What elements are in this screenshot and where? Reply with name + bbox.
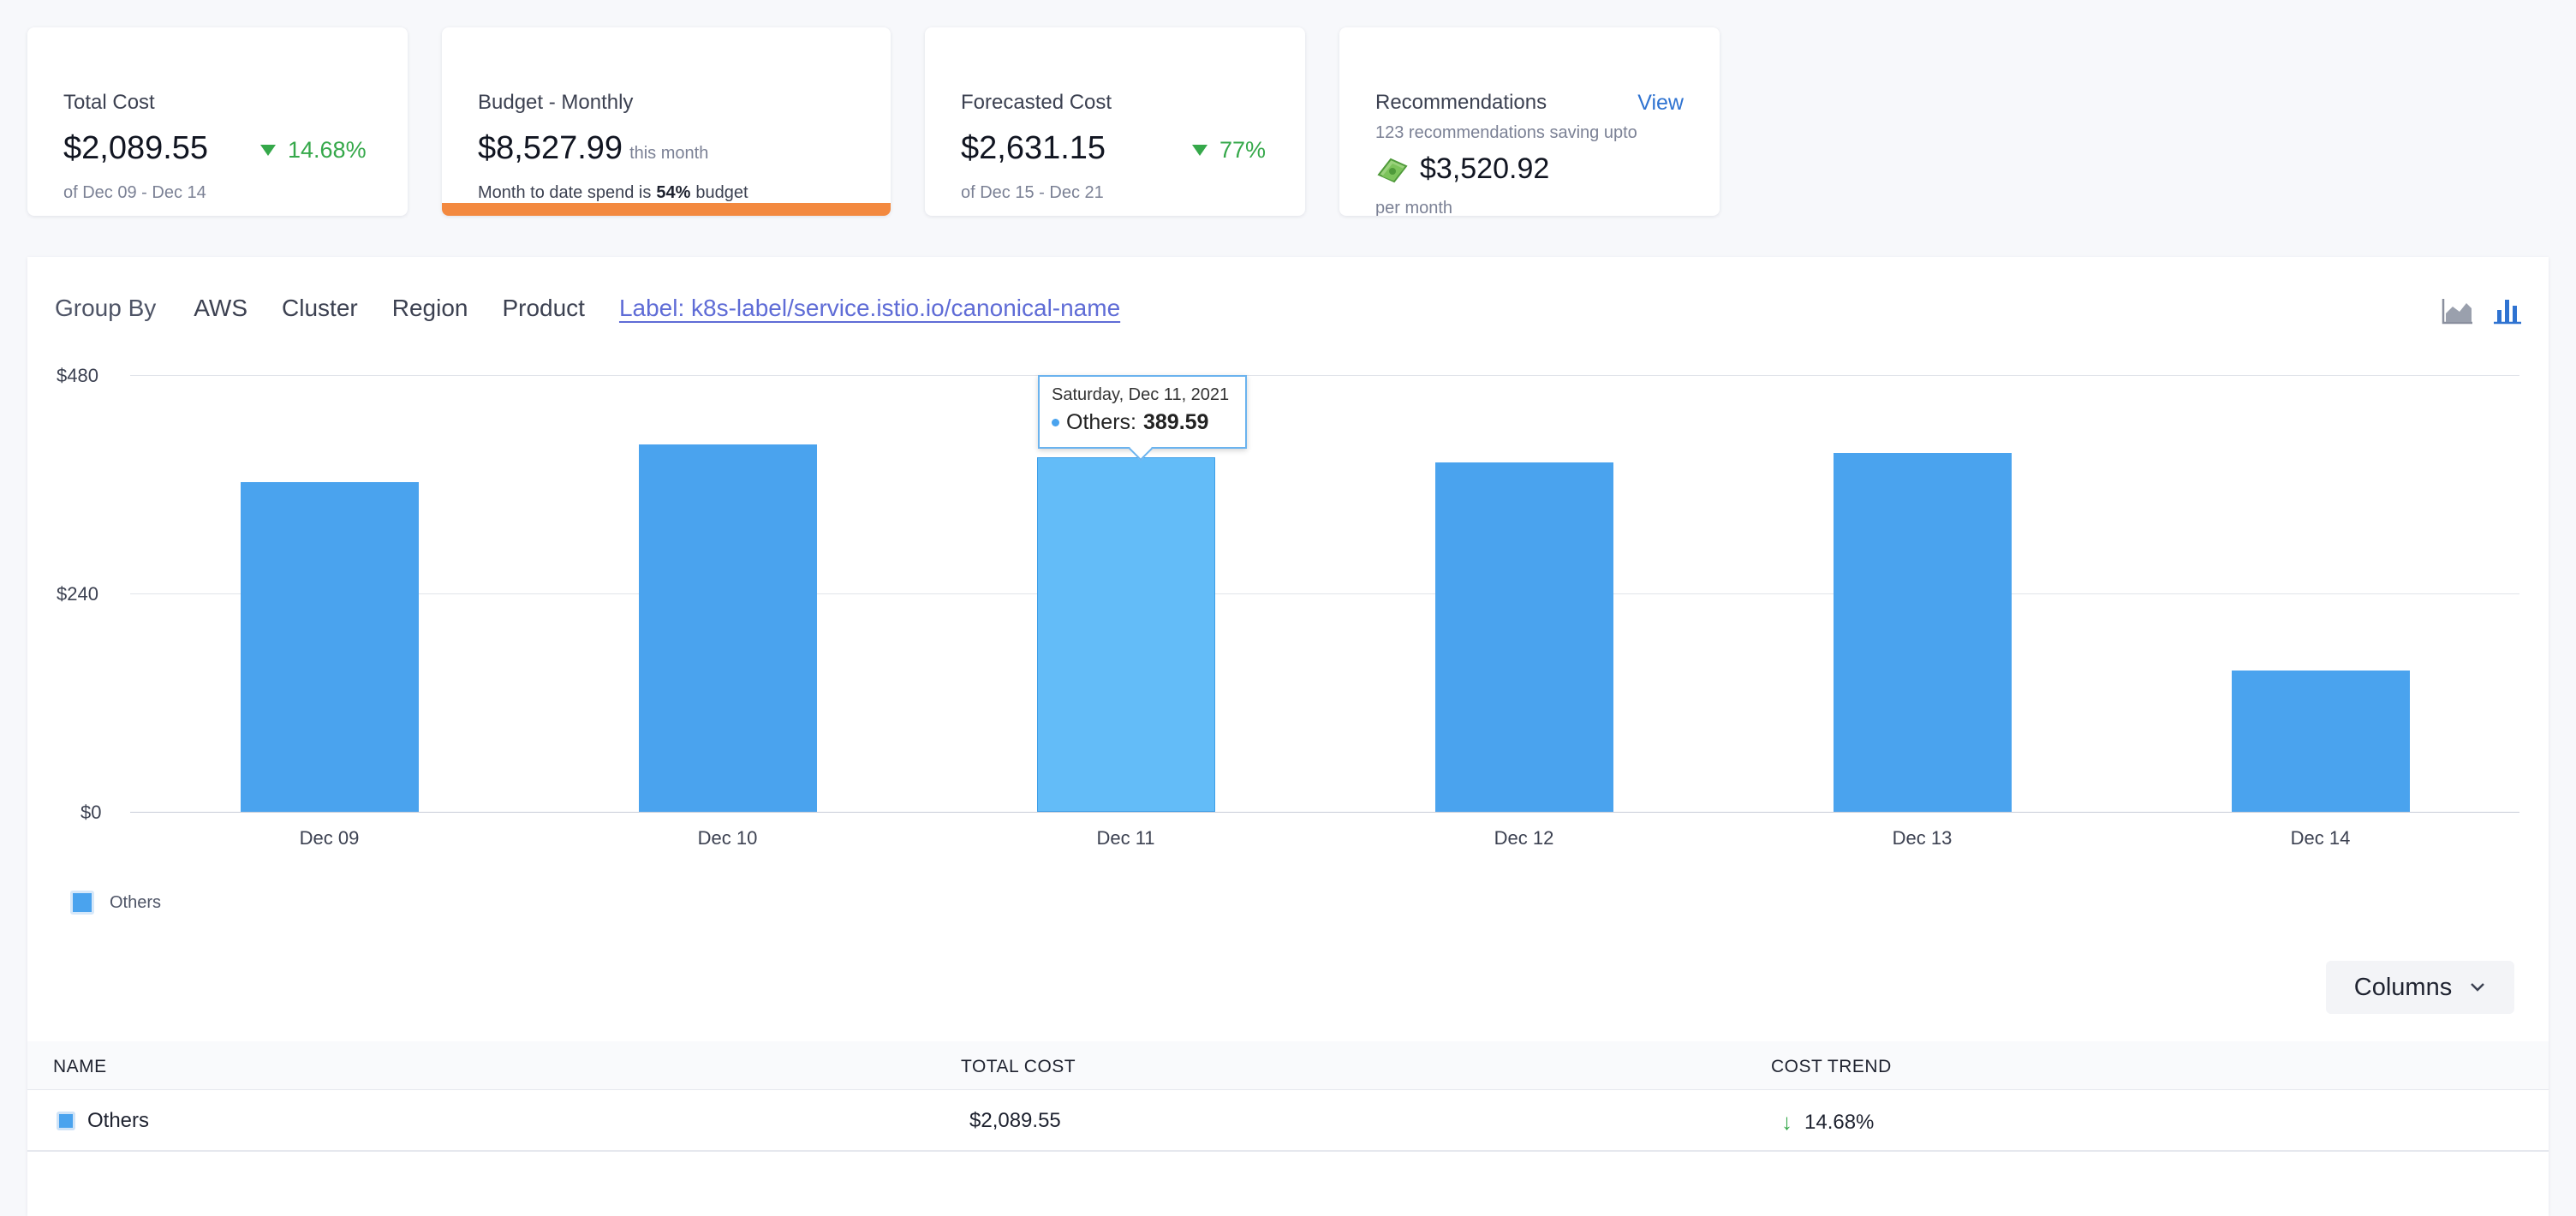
cost-breakdown-panel: Group By AWS Cluster Region Product Labe… (27, 257, 2549, 1216)
columns-button[interactable]: Columns (2326, 961, 2514, 1014)
recommendations-value: $3,520.92 (1420, 152, 1550, 185)
total-cost-value: $2,089.55 (63, 130, 209, 166)
total-cost-title: Total Cost (63, 91, 155, 114)
recommendations-value-wrap: $3,520.92 (1375, 152, 1549, 186)
bar-chart-icon[interactable] (2492, 296, 2523, 325)
budget-percent: 54% (656, 183, 691, 202)
tooltip-line: Others: 389.59 (1052, 410, 1233, 435)
forecast-value: $2,631.15 (961, 130, 1106, 166)
columns-button-label: Columns (2353, 973, 2453, 1001)
recommendations-period: per month (1375, 199, 1453, 216)
chart-legend[interactable]: Others (70, 891, 161, 915)
x-axis-line (130, 812, 2519, 813)
total-cost-trend-value: 14.68% (288, 137, 367, 163)
budget-value: $8,527.99 (478, 130, 623, 166)
legend-swatch-others (70, 891, 94, 915)
budget-card[interactable]: Budget - Monthly $8,527.99 this month Mon… (442, 27, 891, 216)
row-name-cell: Others (57, 1109, 149, 1133)
table-row[interactable]: Others $2,089.55 ↓ 14.68% (27, 1090, 2549, 1152)
legend-label-others: Others (110, 892, 162, 912)
chevron-down-icon (2471, 983, 2485, 992)
y-tick-240: $240 (57, 583, 98, 605)
forecast-range: of Dec 15 - Dec 21 (961, 183, 1104, 202)
budget-line-suffix: budget (695, 183, 748, 202)
group-by-region[interactable]: Region (391, 295, 468, 321)
chart-tooltip: Saturday, Dec 11, 2021 Others: 389.59 (1038, 375, 1247, 449)
total-cost-card: Total Cost $2,089.55 14.68% of Dec 09 - … (27, 27, 408, 216)
x-tick-dec-14: Dec 14 (2290, 827, 2351, 849)
group-by-aws[interactable]: AWS (194, 295, 248, 321)
gridline-480 (130, 375, 2519, 376)
header-cost-trend[interactable]: COST TREND (1771, 1057, 1892, 1076)
trend-down-icon (260, 145, 276, 156)
budget-spend-line: Month to date spend is 54% budget (478, 183, 748, 203)
area-chart-icon[interactable] (2441, 296, 2475, 325)
budget-line-prefix: Month to date spend is (478, 183, 652, 202)
tooltip-value: 389.59 (1142, 410, 1209, 434)
forecast-card: Forecasted Cost $2,631.15 77% of Dec 15 … (925, 27, 1305, 216)
header-name[interactable]: NAME (53, 1057, 107, 1076)
recommendations-card: Recommendations View 123 recommendations… (1339, 27, 1720, 216)
arrow-down-icon: ↓ (1781, 1109, 1792, 1135)
bar-dec-10[interactable] (638, 444, 817, 812)
x-tick-dec-09: Dec 09 (299, 827, 360, 849)
tooltip-series-dot (1052, 419, 1059, 426)
row-total-cost: $2,089.55 (969, 1109, 1061, 1132)
row-trend-value: 14.68% (1804, 1110, 1875, 1134)
x-tick-dec-12: Dec 12 (1494, 827, 1554, 849)
row-swatch-others (57, 1112, 75, 1130)
money-stack-icon (1377, 158, 1408, 182)
table-header: NAME TOTAL COST COST TREND (27, 1041, 2549, 1090)
bar-dec-14[interactable] (2231, 671, 2410, 812)
group-by-bar: Group By AWS Cluster Region Product Labe… (55, 295, 1120, 322)
y-tick-480: $480 (57, 365, 98, 386)
group-by-label-active[interactable]: Label: k8s-label/service.istio.io/canoni… (618, 295, 1121, 321)
bar-dec-09[interactable] (240, 482, 419, 812)
budget-title: Budget - Monthly (478, 91, 634, 114)
y-tick-0: $0 (80, 802, 102, 823)
x-tick-dec-13: Dec 13 (1892, 827, 1953, 849)
recommendations-count-line: 123 recommendations saving upto (1375, 123, 1637, 142)
budget-period: this month (629, 144, 709, 163)
bar-dec-12[interactable] (1434, 462, 1613, 812)
bar-dec-11[interactable] (1036, 457, 1215, 812)
bar-dec-13[interactable] (1833, 453, 2012, 812)
chart-type-toggles (2441, 296, 2523, 325)
tooltip-date: Saturday, Dec 11, 2021 (1052, 385, 1230, 404)
budget-progress-bar (442, 203, 891, 216)
row-name: Others (87, 1109, 150, 1132)
x-tick-dec-11: Dec 11 (1096, 827, 1155, 849)
forecast-trend: 77% (1192, 137, 1266, 164)
trend-down-icon (1192, 145, 1208, 156)
total-cost-range: of Dec 09 - Dec 14 (63, 183, 206, 202)
group-by-label: Group By (55, 295, 157, 321)
forecast-title: Forecasted Cost (961, 91, 1112, 114)
group-by-cluster[interactable]: Cluster (282, 295, 358, 321)
gridline-240 (130, 593, 2519, 594)
row-trend-cell: ↓ 14.68% (1781, 1109, 1874, 1136)
group-by-product[interactable]: Product (502, 295, 585, 321)
tooltip-series-name: Others: (1066, 410, 1136, 434)
total-cost-trend: 14.68% (260, 137, 367, 164)
forecast-trend-value: 77% (1219, 137, 1267, 163)
recommendations-title: Recommendations (1375, 91, 1547, 114)
budget-value-wrap: $8,527.99 this month (478, 130, 708, 167)
x-tick-dec-10: Dec 10 (697, 827, 758, 849)
header-total-cost[interactable]: TOTAL COST (961, 1057, 1076, 1076)
view-recommendations-link[interactable]: View (1637, 91, 1684, 115)
